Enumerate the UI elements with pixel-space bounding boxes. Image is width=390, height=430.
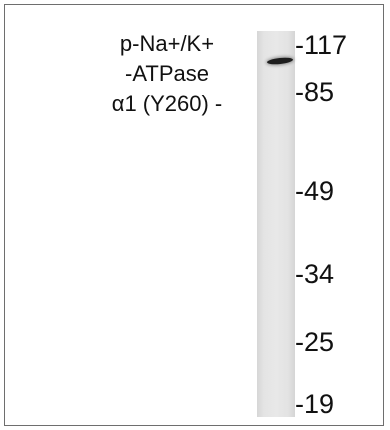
marker-19: -19 — [295, 389, 335, 419]
protein-label-line-1: p-Na+/K+ — [119, 31, 215, 56]
marker-49: -49 — [295, 176, 335, 206]
protein-label-line-3: α1 (Y260) - — [111, 91, 223, 116]
protein-label: p-Na+/K+ -ATPase α1 (Y260) - — [67, 29, 267, 119]
protein-label-line-2: -ATPase — [125, 61, 209, 86]
marker-117: -117 — [295, 30, 348, 60]
marker-25: -25 — [295, 327, 335, 357]
blot-lane — [257, 31, 295, 417]
protein-band — [266, 56, 294, 66]
marker-34: -34 — [295, 259, 335, 289]
marker-85: -85 — [295, 77, 335, 107]
blot-frame: p-Na+/K+ -ATPase α1 (Y260) - -117 -85 -4… — [4, 4, 384, 426]
